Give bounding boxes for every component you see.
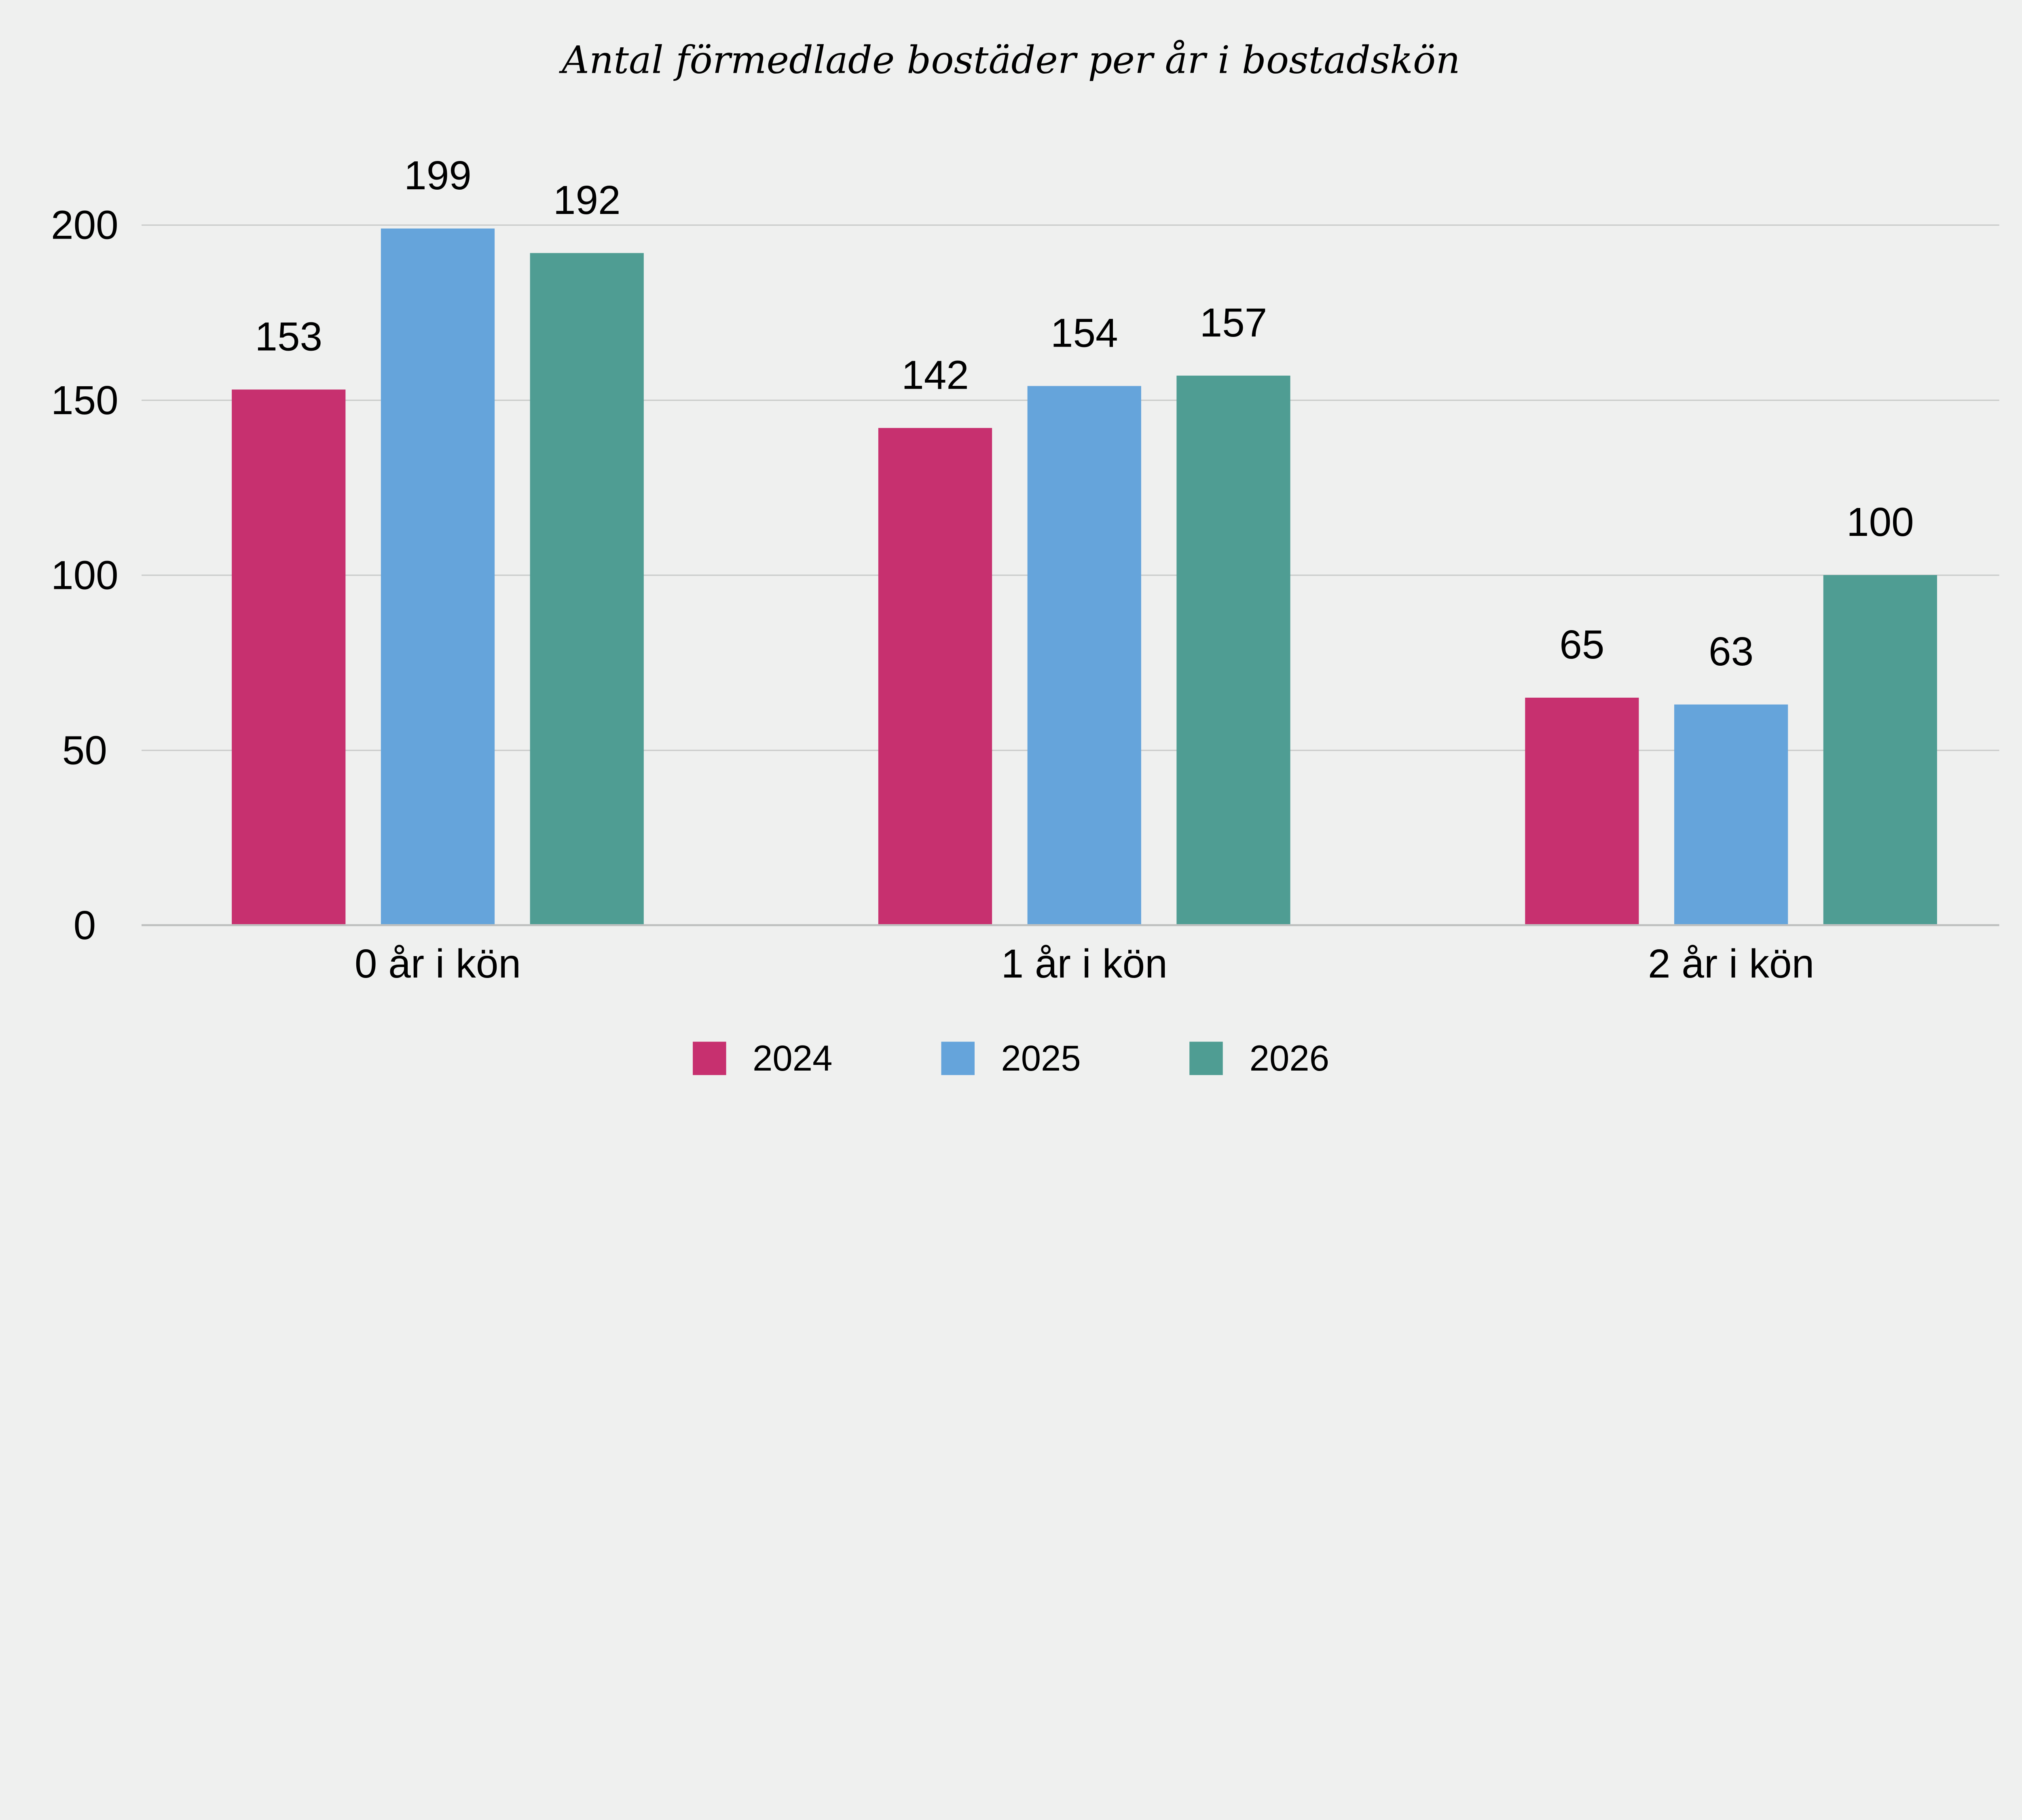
x-axis-line xyxy=(142,924,1999,926)
legend: 2024 2025 2026 xyxy=(0,1038,2022,1079)
bar-value-label: 63 xyxy=(1709,629,1754,674)
legend-swatch-2026 xyxy=(1189,1041,1223,1075)
bar-value-label: 199 xyxy=(404,152,472,198)
y-tick-label-200: 200 xyxy=(51,202,118,248)
x-axis-label-group2: 1 år i kön xyxy=(1001,941,1168,986)
bar-2024-group2 xyxy=(878,428,992,925)
bar-2026-group2 xyxy=(1176,375,1290,925)
legend-swatch-2024 xyxy=(692,1041,726,1075)
bar-value-label: 153 xyxy=(255,313,323,359)
y-tick-label-150: 150 xyxy=(51,377,118,423)
bar-value-label: 192 xyxy=(553,177,621,222)
legend-item-2024: 2024 xyxy=(692,1038,833,1079)
legend-label-2024: 2024 xyxy=(753,1038,833,1079)
bar-value-label: 100 xyxy=(1846,499,1914,545)
legend-label-2026: 2026 xyxy=(1249,1038,1330,1079)
legend-label-2025: 2025 xyxy=(1001,1038,1081,1079)
bar-2026-group1 xyxy=(530,253,644,925)
bar-value-label: 142 xyxy=(901,352,969,398)
y-tick-label-50: 50 xyxy=(62,727,107,773)
chart-title: Antal förmedlade bostäder per år i bosta… xyxy=(562,38,1460,83)
bar-2025-group1 xyxy=(381,228,495,925)
y-tick-label-0: 0 xyxy=(73,902,96,948)
bar-2024-group3 xyxy=(1525,697,1639,925)
legend-swatch-2025 xyxy=(941,1041,975,1075)
legend-item-2026: 2026 xyxy=(1189,1038,1330,1079)
x-axis-label-group1: 0 år i kön xyxy=(354,941,521,986)
bar-value-label: 154 xyxy=(1050,310,1118,356)
bar-value-label: 65 xyxy=(1559,622,1605,667)
gridline-200 xyxy=(142,224,1999,226)
bar-2025-group3 xyxy=(1674,705,1788,925)
bar-2025-group2 xyxy=(1027,386,1141,925)
bar-value-label: 157 xyxy=(1199,299,1267,345)
chart-canvas: Antal förmedlade bostäder per år i bosta… xyxy=(0,38,2022,1079)
bar-2024-group1 xyxy=(232,389,346,925)
bar-2026-group3 xyxy=(1823,575,1937,925)
x-axis-label-group3: 2 år i kön xyxy=(1648,941,1815,986)
y-tick-label-100: 100 xyxy=(51,552,118,598)
legend-item-2025: 2025 xyxy=(941,1038,1081,1079)
